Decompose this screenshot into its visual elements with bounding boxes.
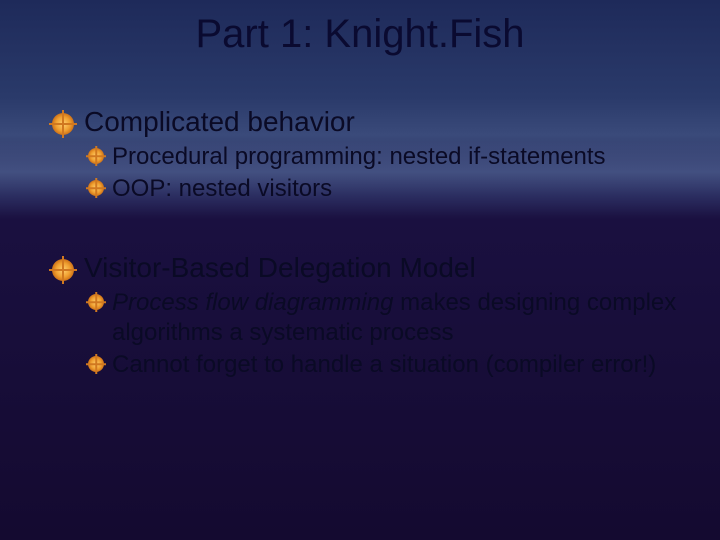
bullet-l2: Procedural programming: nested if-statem… (50, 142, 680, 172)
sunburst-icon (52, 259, 74, 281)
bullet-l1: Visitor-Based Delegation Model (50, 252, 680, 284)
bullet-l1: Complicated behavior (50, 106, 680, 138)
l1-text: Visitor-Based Delegation Model (84, 252, 476, 283)
sunburst-icon (88, 356, 104, 372)
bullet-l2: Process flow diagramming makes designing… (50, 288, 680, 348)
sunburst-icon (52, 113, 74, 135)
slide: Part 1: Knight.Fish Complicated behavior… (0, 0, 720, 540)
slide-content: Complicated behavior Procedural programm… (50, 100, 680, 382)
l2-text: OOP: nested visitors (112, 175, 332, 202)
sunburst-icon (88, 294, 104, 310)
bullet-l2: Cannot forget to handle a situation (com… (50, 350, 680, 380)
l2-text: Cannot forget to handle a situation (com… (112, 351, 656, 378)
spacer (50, 206, 680, 246)
sunburst-icon (88, 180, 104, 196)
bullet-l2: OOP: nested visitors (50, 174, 680, 204)
l2-text-italic: Process flow diagramming (112, 289, 393, 316)
sunburst-icon (88, 148, 104, 164)
l1-text: Complicated behavior (84, 106, 355, 137)
l2-text: Procedural programming: nested if-statem… (112, 143, 606, 170)
page-title: Part 1: Knight.Fish (0, 12, 720, 57)
